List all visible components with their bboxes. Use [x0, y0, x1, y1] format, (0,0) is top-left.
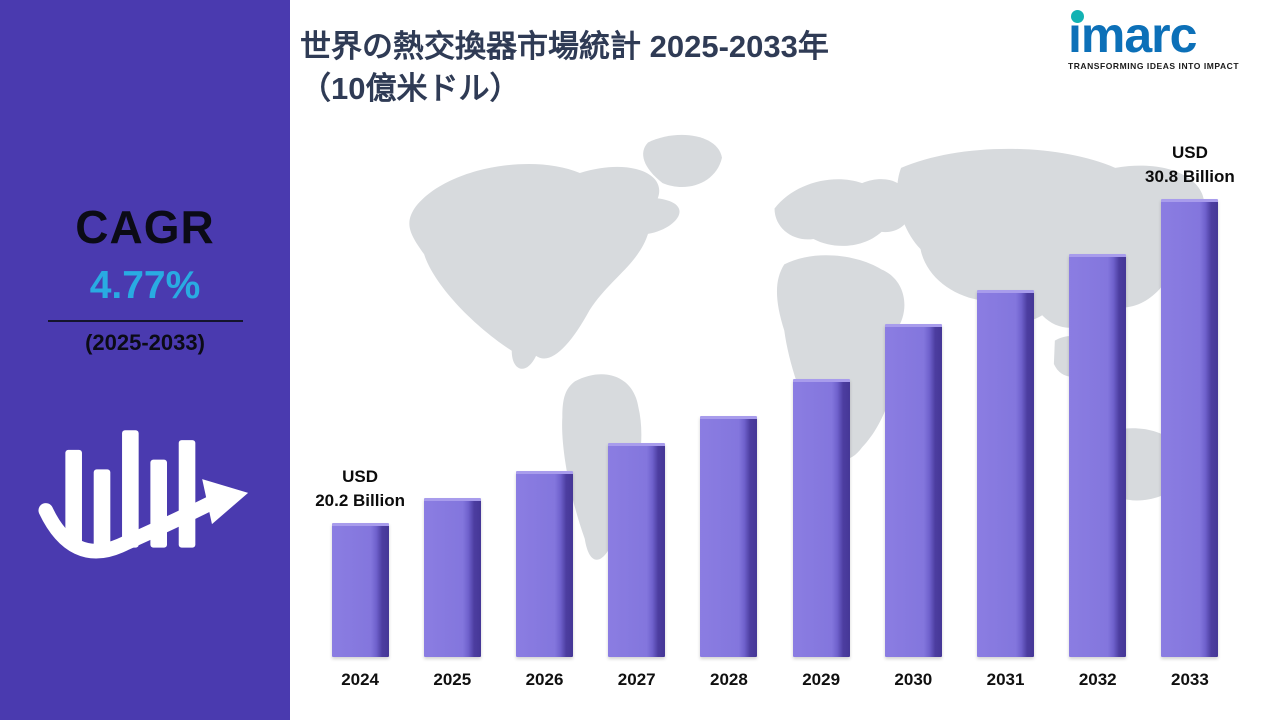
x-axis-label-2030: 2030: [894, 670, 933, 689]
page-title-line1: 世界の熱交換器市場統計 2025-2033年: [300, 29, 829, 64]
bar-group-2025: 2025: [406, 120, 498, 720]
bar-group-2026: 2026: [498, 120, 590, 720]
cagr-panel: CAGR 4.77% (2025-2033): [0, 0, 290, 720]
bar-group-2030: 2030: [867, 120, 959, 720]
x-axis-label-2029: 2029: [802, 670, 841, 689]
bar-2028: [700, 416, 758, 657]
bar-group-2028: 2028: [683, 120, 775, 720]
x-axis-label-2024: 2024: [341, 670, 380, 689]
bar-2025: [423, 498, 481, 657]
bar-group-2027: 2027: [591, 120, 683, 720]
x-axis-label-2025: 2025: [433, 670, 472, 689]
x-axis-label-2028: 2028: [710, 670, 748, 689]
page-title: 世界の熱交換器市場統計 2025-2033年 （10億米ドル）: [300, 26, 829, 110]
bar-group-2024: USD 20.2 Billion 2024: [314, 120, 406, 720]
bar-group-2033: USD 30.8 Billion 2033: [1144, 120, 1236, 720]
bar-group-2031: 2031: [959, 120, 1051, 720]
value-annotation-2024: USD 20.2 Billion: [315, 466, 405, 511]
logo-teal-dot-icon: [1071, 10, 1084, 23]
x-axis-label-2032: 2032: [1078, 670, 1117, 689]
imarc-logo: ımarc TRANSFORMING IDEAS INTO IMPACT: [1068, 7, 1264, 72]
cagr-label: CAGR: [75, 201, 215, 253]
bar-2031: [977, 290, 1035, 657]
x-axis-label-2031: 2031: [986, 670, 1025, 689]
bar-2029: [792, 379, 850, 657]
cagr-period: (2025-2033): [85, 330, 205, 355]
bar-chart: USD 20.2 Billion 2024 2025 2026 2027 2028 2029 2…: [314, 120, 1236, 720]
bar-group-2029: 2029: [775, 120, 867, 720]
x-axis-label-2033: 2033: [1171, 670, 1209, 689]
bar-2032: [1069, 254, 1127, 657]
bar-2030: [884, 324, 942, 657]
growth-bars-arrow-icon: [37, 430, 248, 559]
bar-2027: [608, 443, 666, 657]
cagr-divider: [47, 320, 243, 322]
x-axis-label-2027: 2027: [617, 670, 656, 689]
bar-group-2032: 2032: [1052, 120, 1144, 720]
imarc-tagline: TRANSFORMING IDEAS INTO IMPACT: [1068, 61, 1240, 71]
bar-2024: [331, 523, 389, 657]
cagr-value: 4.77%: [89, 264, 201, 307]
value-annotation-2033: USD 30.8 Billion: [1145, 142, 1235, 187]
page-title-line2: （10億米ドル）: [300, 70, 521, 106]
bar-2033: [1161, 199, 1219, 657]
imarc-wordmark: ımarc: [1068, 7, 1197, 63]
bar-2026: [516, 471, 573, 657]
x-axis-label-2026: 2026: [525, 670, 564, 689]
